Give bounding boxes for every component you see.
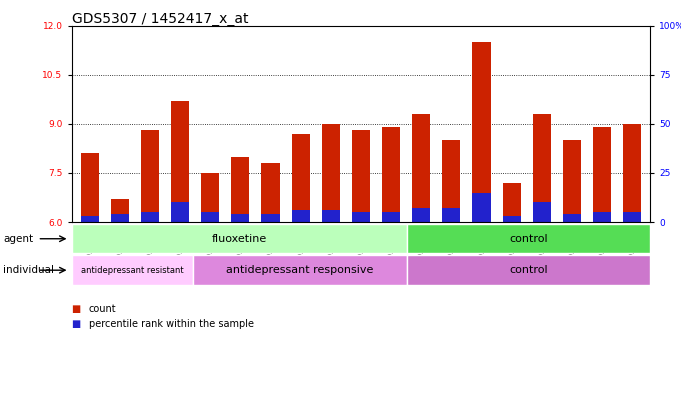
Text: fluoxetine: fluoxetine bbox=[211, 234, 267, 244]
Bar bbox=[171, 101, 189, 222]
Bar bbox=[232, 156, 249, 222]
Bar bbox=[593, 212, 611, 222]
Bar bbox=[262, 214, 279, 222]
Bar bbox=[201, 173, 219, 222]
Bar bbox=[412, 114, 430, 222]
Bar bbox=[262, 163, 279, 222]
Bar bbox=[171, 202, 189, 222]
Text: antidepressant responsive: antidepressant responsive bbox=[226, 265, 374, 275]
Bar bbox=[503, 183, 521, 222]
Bar bbox=[382, 127, 400, 222]
Bar bbox=[473, 42, 490, 222]
Bar bbox=[412, 208, 430, 222]
Text: ■: ■ bbox=[72, 319, 81, 329]
Bar bbox=[193, 255, 407, 285]
Text: percentile rank within the sample: percentile rank within the sample bbox=[89, 319, 253, 329]
Bar bbox=[563, 214, 581, 222]
Bar bbox=[141, 130, 159, 222]
Bar bbox=[201, 212, 219, 222]
Text: antidepressant resistant: antidepressant resistant bbox=[81, 266, 184, 275]
Text: control: control bbox=[509, 234, 548, 244]
Bar bbox=[72, 255, 193, 285]
Text: ■: ■ bbox=[72, 303, 81, 314]
Text: control: control bbox=[509, 265, 548, 275]
Bar bbox=[80, 216, 99, 222]
Text: agent: agent bbox=[3, 234, 33, 244]
Text: individual: individual bbox=[3, 265, 54, 275]
Bar bbox=[473, 193, 490, 222]
Bar bbox=[352, 130, 370, 222]
Bar bbox=[321, 124, 340, 222]
Bar bbox=[443, 140, 460, 222]
Bar bbox=[111, 214, 129, 222]
Bar bbox=[382, 212, 400, 222]
Text: GDS5307 / 1452417_x_at: GDS5307 / 1452417_x_at bbox=[72, 12, 248, 26]
Bar bbox=[232, 214, 249, 222]
Bar bbox=[533, 114, 551, 222]
Text: count: count bbox=[89, 303, 116, 314]
Bar bbox=[533, 202, 551, 222]
Bar bbox=[563, 140, 581, 222]
Bar bbox=[72, 224, 407, 253]
Bar bbox=[407, 255, 650, 285]
Bar bbox=[623, 212, 642, 222]
Bar bbox=[291, 134, 310, 222]
Bar bbox=[111, 199, 129, 222]
Bar bbox=[503, 216, 521, 222]
Bar bbox=[593, 127, 611, 222]
Bar bbox=[141, 212, 159, 222]
Bar bbox=[443, 208, 460, 222]
Bar bbox=[321, 210, 340, 222]
Bar bbox=[352, 212, 370, 222]
Bar bbox=[80, 153, 99, 222]
Bar bbox=[407, 224, 650, 253]
Bar bbox=[623, 124, 642, 222]
Bar bbox=[291, 210, 310, 222]
